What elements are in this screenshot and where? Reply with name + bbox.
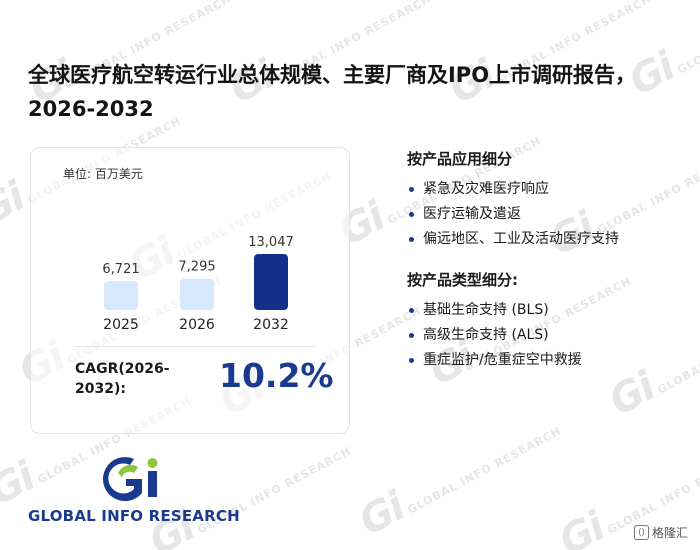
value-label-2026: 7,295 xyxy=(178,260,215,275)
segment-item: 偏远地区、工业及活动医疗支持 xyxy=(407,227,619,252)
company-logo: GLOBAL INFO RESEARCH xyxy=(28,453,240,525)
segment-type: 按产品类型细分: 基础生命支持 (BLS) 高级生命支持 (ALS) 重症监护/… xyxy=(407,269,582,373)
source-text: 格隆汇 xyxy=(651,526,688,540)
bar-2025 xyxy=(104,281,138,310)
watermark: GiGLOBAL INFO RESEARCH xyxy=(352,424,564,545)
bar-chart: 6,721 2025 7,295 2026 13,047 2032 xyxy=(102,235,294,333)
segment-heading: 按产品类型细分: xyxy=(407,271,518,289)
segment-application: 按产品应用细分 紧急及灾难医疗响应 医疗运输及遣返 偏远地区、工业及活动医疗支持 xyxy=(407,148,619,252)
page-title: 全球医疗航空转运行业总体规模、主要厂商及IPO上市调研报告，2026-2032 xyxy=(28,63,637,121)
segment-item: 基础生命支持 (BLS) xyxy=(407,298,582,323)
segment-item: 重症监护/危重症空中救援 xyxy=(407,348,582,373)
source-credit: ⟨⟩ 格隆汇 xyxy=(633,524,688,541)
category-label-2032: 2032 xyxy=(253,317,289,333)
bar-2026 xyxy=(180,278,214,310)
segment-heading: 按产品应用细分 xyxy=(407,150,513,168)
market-size-card: 单位: 百万美元 6,721 2025 7,295 2026 13,047 2032 CA… xyxy=(30,147,350,434)
segment-item: 紧急及灾难医疗响应 xyxy=(407,177,619,202)
bar-2032 xyxy=(254,254,288,310)
value-label-2025: 6,721 xyxy=(102,262,139,277)
watermark: GiGLOBAL INFO RESEARCH xyxy=(602,304,700,425)
unit-label: 单位: 百万美元 xyxy=(63,167,143,181)
logo-text: GLOBAL INFO RESEARCH xyxy=(28,507,240,525)
segment-item: 医疗运输及遣返 xyxy=(407,202,619,227)
segment-item: 高级生命支持 (ALS) xyxy=(407,323,582,348)
category-label-2026: 2026 xyxy=(179,317,215,333)
gelonghui-icon: ⟨⟩ xyxy=(633,525,649,540)
divider xyxy=(75,346,315,347)
category-label-2025: 2025 xyxy=(103,317,139,333)
value-label-2032: 13,047 xyxy=(248,235,294,250)
cagr-label: CAGR(2026-2032): xyxy=(75,361,170,397)
cagr-value: 10.2% xyxy=(219,356,334,395)
gi-logo-icon xyxy=(102,457,158,502)
